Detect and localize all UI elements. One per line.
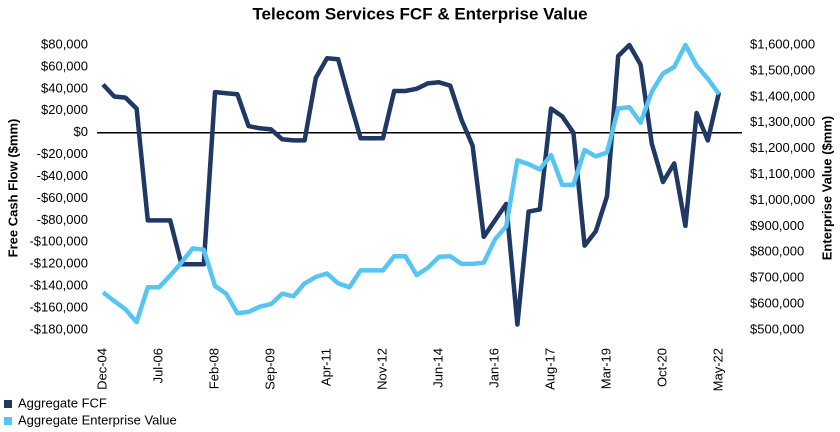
y-tick-label: $40,000 — [41, 80, 88, 95]
y-tick-label: -$140,000 — [29, 278, 88, 293]
legend-swatch — [4, 417, 12, 425]
y2-tick-label: $900,000 — [750, 218, 804, 233]
y-tick-label: -$20,000 — [37, 146, 88, 161]
legend-label: Aggregate Enterprise Value — [18, 412, 177, 427]
series-line — [101, 42, 721, 325]
y2-tick-label: $1,100,000 — [750, 166, 815, 181]
x-tick-label: Aug-17 — [542, 348, 557, 390]
x-tick-label: Oct-20 — [654, 348, 669, 387]
x-tick-label: Feb-08 — [206, 348, 221, 389]
y2-tick-label: $1,200,000 — [750, 140, 815, 155]
y-tick-label: $20,000 — [41, 102, 88, 117]
y-tick-label: -$100,000 — [29, 234, 88, 249]
y2-tick-label: $700,000 — [750, 270, 804, 285]
x-tick-label: Mar-19 — [598, 348, 613, 389]
x-tick-label: Dec-04 — [94, 348, 109, 390]
y2-tick-label: $1,500,000 — [750, 62, 815, 77]
x-tick-label: Jun-14 — [430, 348, 445, 388]
y2-tick-label: $1,000,000 — [750, 192, 815, 207]
y-tick-label: -$80,000 — [37, 212, 88, 227]
y-tick-label: -$160,000 — [29, 300, 88, 315]
legend-swatch — [4, 400, 12, 408]
y2-tick-label: $800,000 — [750, 244, 804, 259]
y-tick-label: $0 — [74, 124, 88, 139]
y-axis-title: Free Cash Flow ($mm) — [5, 119, 20, 258]
y-tick-label: -$180,000 — [29, 321, 88, 336]
y2-tick-label: $1,300,000 — [750, 114, 815, 129]
x-tick-label: Jan-16 — [486, 348, 501, 388]
y2-tick-label: $1,600,000 — [750, 36, 815, 51]
x-tick-label: Apr-11 — [318, 348, 333, 386]
y-tick-label: $60,000 — [41, 58, 88, 73]
y2-axis-title: Enterprise Value ($mm) — [819, 116, 834, 261]
y-tick-label: $80,000 — [41, 36, 88, 51]
x-tick-label: May-22 — [710, 348, 725, 391]
legend-label: Aggregate FCF — [18, 395, 107, 410]
chart-title: Telecom Services FCF & Enterprise Value — [252, 4, 587, 23]
y2-tick-label: $600,000 — [750, 296, 804, 311]
y-tick-label: -$120,000 — [29, 256, 88, 271]
x-tick-label: Nov-12 — [374, 348, 389, 390]
x-tick-label: Jul-06 — [150, 348, 165, 383]
y-tick-label: -$40,000 — [37, 168, 88, 183]
y-tick-label: -$60,000 — [37, 190, 88, 205]
y2-tick-label: $1,400,000 — [750, 88, 815, 103]
series-line — [101, 42, 722, 327]
y2-tick-label: $500,000 — [750, 321, 804, 336]
x-tick-label: Sep-09 — [262, 348, 277, 390]
